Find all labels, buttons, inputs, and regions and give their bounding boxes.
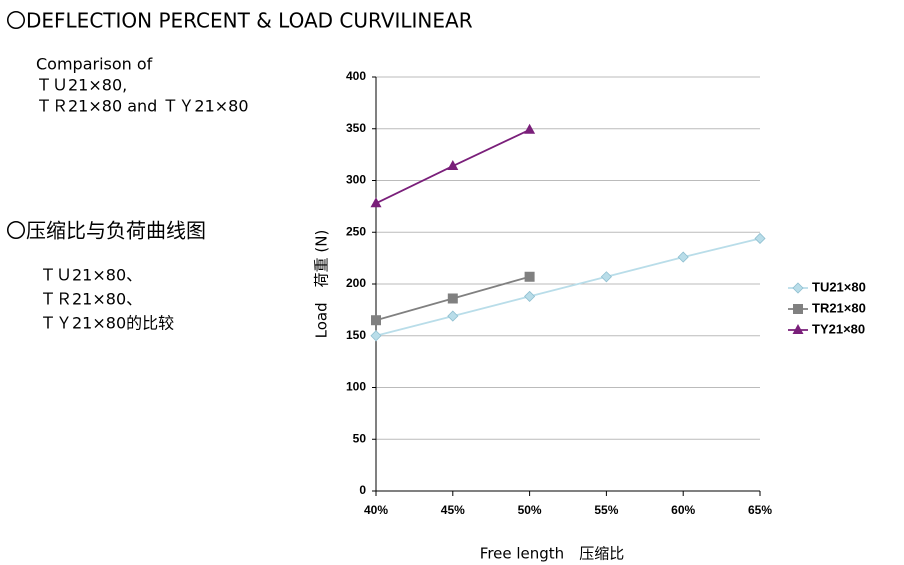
series-line bbox=[375, 237, 761, 337]
legend-marker bbox=[792, 282, 804, 294]
point bbox=[600, 271, 612, 283]
x-tick-label: 40% bbox=[364, 503, 388, 517]
y-tick-label: 50 bbox=[353, 431, 367, 445]
note-line: ＴＵ21×80、 bbox=[40, 266, 142, 285]
point bbox=[447, 160, 459, 171]
x-tick-label: 65% bbox=[748, 503, 772, 517]
point bbox=[524, 271, 535, 282]
legend-marker bbox=[793, 304, 803, 314]
x-tick-label: 50% bbox=[518, 503, 542, 517]
chinese-heading: 〇压缩比与负荷曲线图 bbox=[6, 219, 206, 243]
y-tick-label: 200 bbox=[346, 276, 366, 290]
y-tick-label: 150 bbox=[346, 328, 366, 342]
x-axis-label: Free length 压缩比 bbox=[480, 545, 624, 563]
y-axis-label: Load 荷重 (N) bbox=[313, 230, 331, 339]
note-line: ＴＲ21×80、 bbox=[40, 290, 142, 309]
note-line: ＴＹ21×80的比较 bbox=[40, 314, 174, 333]
legend-label: TU21×80 bbox=[812, 279, 866, 294]
point bbox=[524, 123, 536, 134]
point bbox=[524, 290, 536, 302]
legend-marker bbox=[792, 324, 804, 334]
y-tick-label: 300 bbox=[346, 173, 366, 187]
y-tick-label: 100 bbox=[346, 380, 366, 394]
legend-label: TY21×80 bbox=[812, 321, 865, 336]
point bbox=[677, 251, 689, 263]
note-line: ＴＵ21×80, bbox=[36, 76, 127, 95]
y-tick-label: 400 bbox=[346, 69, 366, 83]
y-tick-label: 0 bbox=[359, 483, 366, 497]
point bbox=[447, 310, 459, 322]
note-line: Comparison of bbox=[36, 55, 153, 74]
point bbox=[371, 315, 381, 326]
heading: 〇DEFLECTION PERCENT & LOAD CURVILINEAR bbox=[6, 9, 473, 33]
y-tick-label: 350 bbox=[346, 121, 366, 135]
legend-label: TR21×80 bbox=[812, 300, 866, 315]
x-tick-label: 45% bbox=[441, 503, 465, 517]
point bbox=[447, 293, 458, 304]
point bbox=[370, 330, 382, 342]
x-tick-label: 60% bbox=[671, 503, 695, 517]
point bbox=[370, 197, 382, 208]
x-tick-label: 55% bbox=[594, 503, 618, 517]
y-tick-label: 250 bbox=[346, 224, 366, 238]
note-line: ＴＲ21×80 and ＴＹ21×80 bbox=[36, 97, 249, 116]
point bbox=[754, 232, 766, 245]
